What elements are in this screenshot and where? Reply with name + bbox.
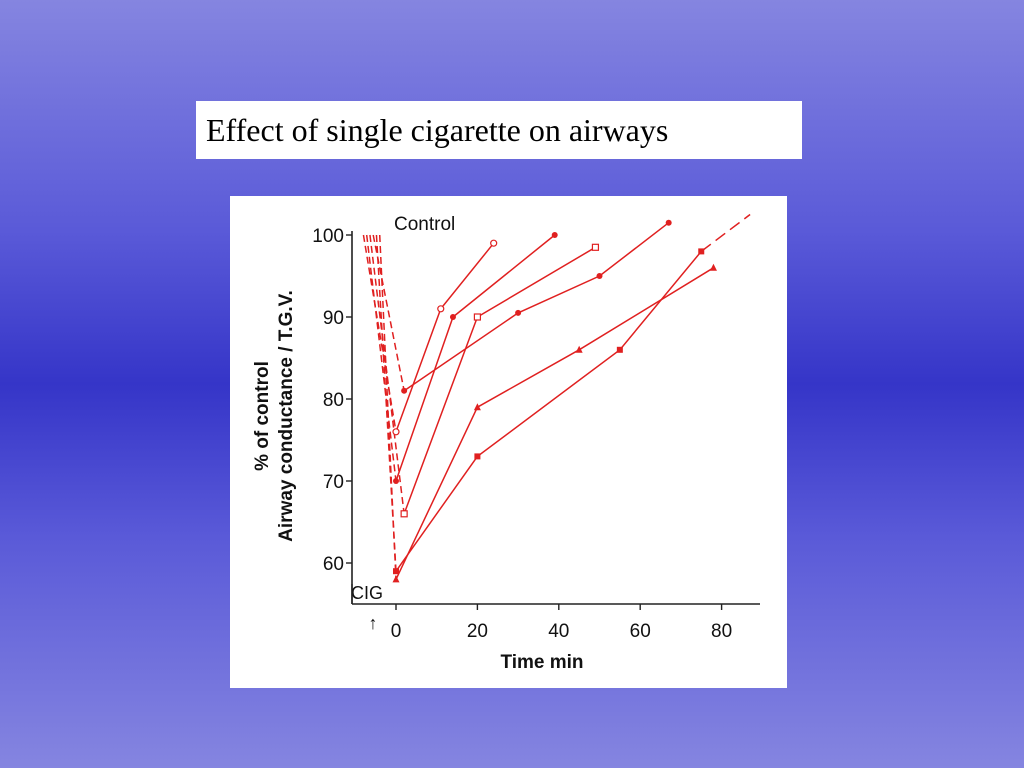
series-line bbox=[403, 222, 670, 392]
data-point bbox=[401, 387, 408, 394]
y-tick-label: 90 bbox=[323, 308, 344, 329]
x-tick-label: 60 bbox=[630, 621, 651, 642]
data-point bbox=[393, 568, 399, 575]
data-point bbox=[473, 313, 481, 321]
data-point bbox=[490, 239, 498, 247]
data-point bbox=[709, 263, 717, 271]
y-tick-label: 60 bbox=[323, 554, 344, 575]
data-point bbox=[393, 478, 399, 484]
x-tick-label: 40 bbox=[548, 621, 569, 642]
extension-dashed-line bbox=[700, 213, 751, 252]
cig-arrow-icon: ↑ bbox=[369, 613, 378, 633]
data-point bbox=[449, 314, 456, 320]
y-tick-label: 100 bbox=[312, 226, 344, 247]
x-tick-label: 80 bbox=[711, 621, 732, 642]
data-point bbox=[596, 273, 603, 279]
slide-title: Effect of single cigarette on airways bbox=[206, 111, 669, 148]
cig-label: CIG bbox=[351, 583, 383, 603]
slide-title-box: Effect of single cigarette on airways bbox=[196, 101, 802, 159]
y-axis-label-line2: Airway conductance / T.G.V. bbox=[276, 290, 297, 542]
data-point bbox=[400, 510, 408, 518]
series-line bbox=[395, 267, 714, 580]
chart-panel: 60 70 80 90 100 0 20 40 60 80 Time min % of control… bbox=[230, 196, 787, 688]
x-tick-label: 0 bbox=[391, 621, 402, 642]
control-label: Control bbox=[394, 214, 455, 235]
y-tick-label: 70 bbox=[323, 472, 344, 493]
decline-dashed-line bbox=[378, 234, 397, 580]
data-point bbox=[474, 453, 481, 460]
decline-dashed-line bbox=[369, 234, 405, 514]
data-point bbox=[665, 219, 672, 226]
data-point bbox=[392, 575, 400, 583]
data-point bbox=[591, 243, 600, 251]
x-tick-label: 20 bbox=[467, 621, 488, 642]
series-line bbox=[403, 246, 596, 515]
series-line bbox=[395, 234, 556, 482]
y-axis-label-line1: % of control bbox=[252, 361, 273, 471]
data-point bbox=[437, 305, 445, 313]
x-axis-label: Time min bbox=[500, 652, 583, 673]
data-point bbox=[551, 232, 558, 238]
y-tick-label: 80 bbox=[323, 390, 344, 411]
data-point bbox=[616, 346, 623, 353]
data-point bbox=[473, 403, 481, 411]
data-point bbox=[392, 428, 400, 436]
data-point bbox=[575, 345, 583, 353]
decline-dashed-line bbox=[365, 234, 397, 482]
data-point bbox=[515, 309, 522, 316]
airway-chart: 60 70 80 90 100 0 20 40 60 80 Time min % of control… bbox=[252, 213, 760, 673]
